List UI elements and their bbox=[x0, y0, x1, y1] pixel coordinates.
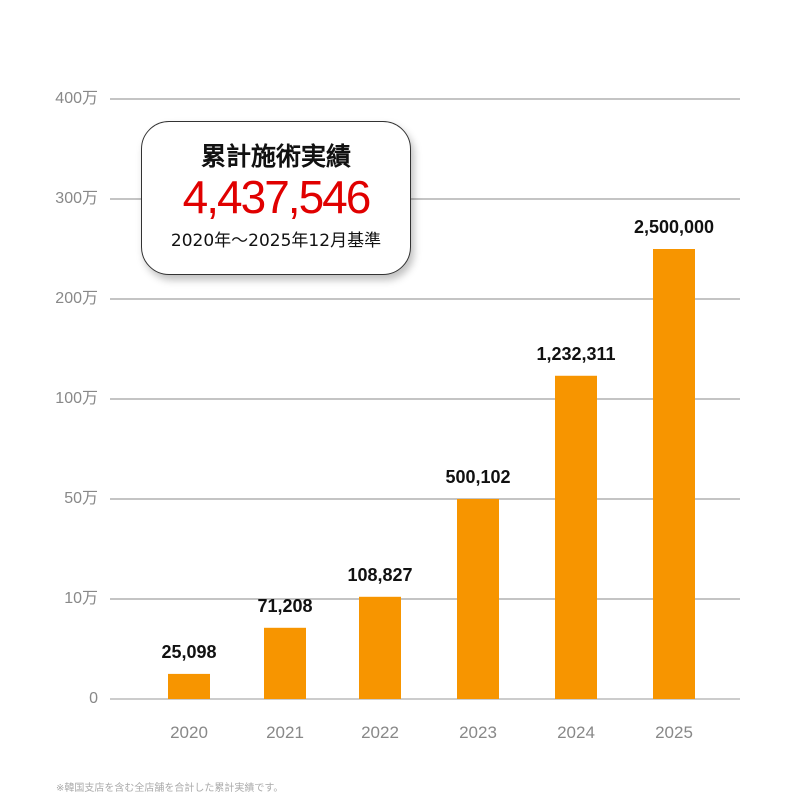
footnote: ※韓国支店を含む全店舗を合計した累計実績です。 bbox=[56, 783, 284, 794]
callout-total: 4,437,546 bbox=[182, 171, 372, 223]
data-label: 1,232,311 bbox=[536, 344, 615, 364]
data-label: 108,827 bbox=[347, 565, 412, 585]
bar-2024 bbox=[555, 375, 597, 699]
x-tick-label: 2025 bbox=[655, 723, 693, 742]
callout-period: 2020年〜2025年12月基準 bbox=[170, 231, 382, 251]
x-tick-label: 2022 bbox=[361, 723, 399, 742]
x-tick-label: 2023 bbox=[459, 723, 497, 742]
bar-2020 bbox=[168, 673, 210, 699]
y-tick-label: 50万 bbox=[64, 490, 98, 507]
data-label: 71,208 bbox=[257, 596, 312, 616]
x-tick-label: 2020 bbox=[170, 723, 208, 742]
y-tick-label: 10万 bbox=[64, 590, 98, 607]
data-label: 25,098 bbox=[161, 642, 216, 662]
data-label: 500,102 bbox=[445, 467, 510, 487]
data-label: 2,500,000 bbox=[634, 217, 714, 237]
y-tick-label: 100万 bbox=[55, 390, 98, 407]
bar-2025 bbox=[653, 249, 695, 699]
y-tick-label: 0 bbox=[89, 690, 98, 707]
y-tick-label: 200万 bbox=[55, 290, 98, 307]
bar-2021 bbox=[264, 627, 306, 699]
y-tick-label: 400万 bbox=[55, 90, 98, 107]
cumulative-total-callout: 累計施術実績 4,437,546 2020年〜2025年12月基準 bbox=[141, 121, 411, 275]
x-tick-label: 2024 bbox=[557, 723, 595, 742]
y-tick-label: 300万 bbox=[55, 190, 98, 207]
x-tick-label: 2021 bbox=[266, 723, 304, 742]
bar-2023 bbox=[457, 498, 499, 699]
bar-2022 bbox=[359, 596, 401, 699]
callout-title: 累計施術実績 bbox=[200, 142, 351, 171]
